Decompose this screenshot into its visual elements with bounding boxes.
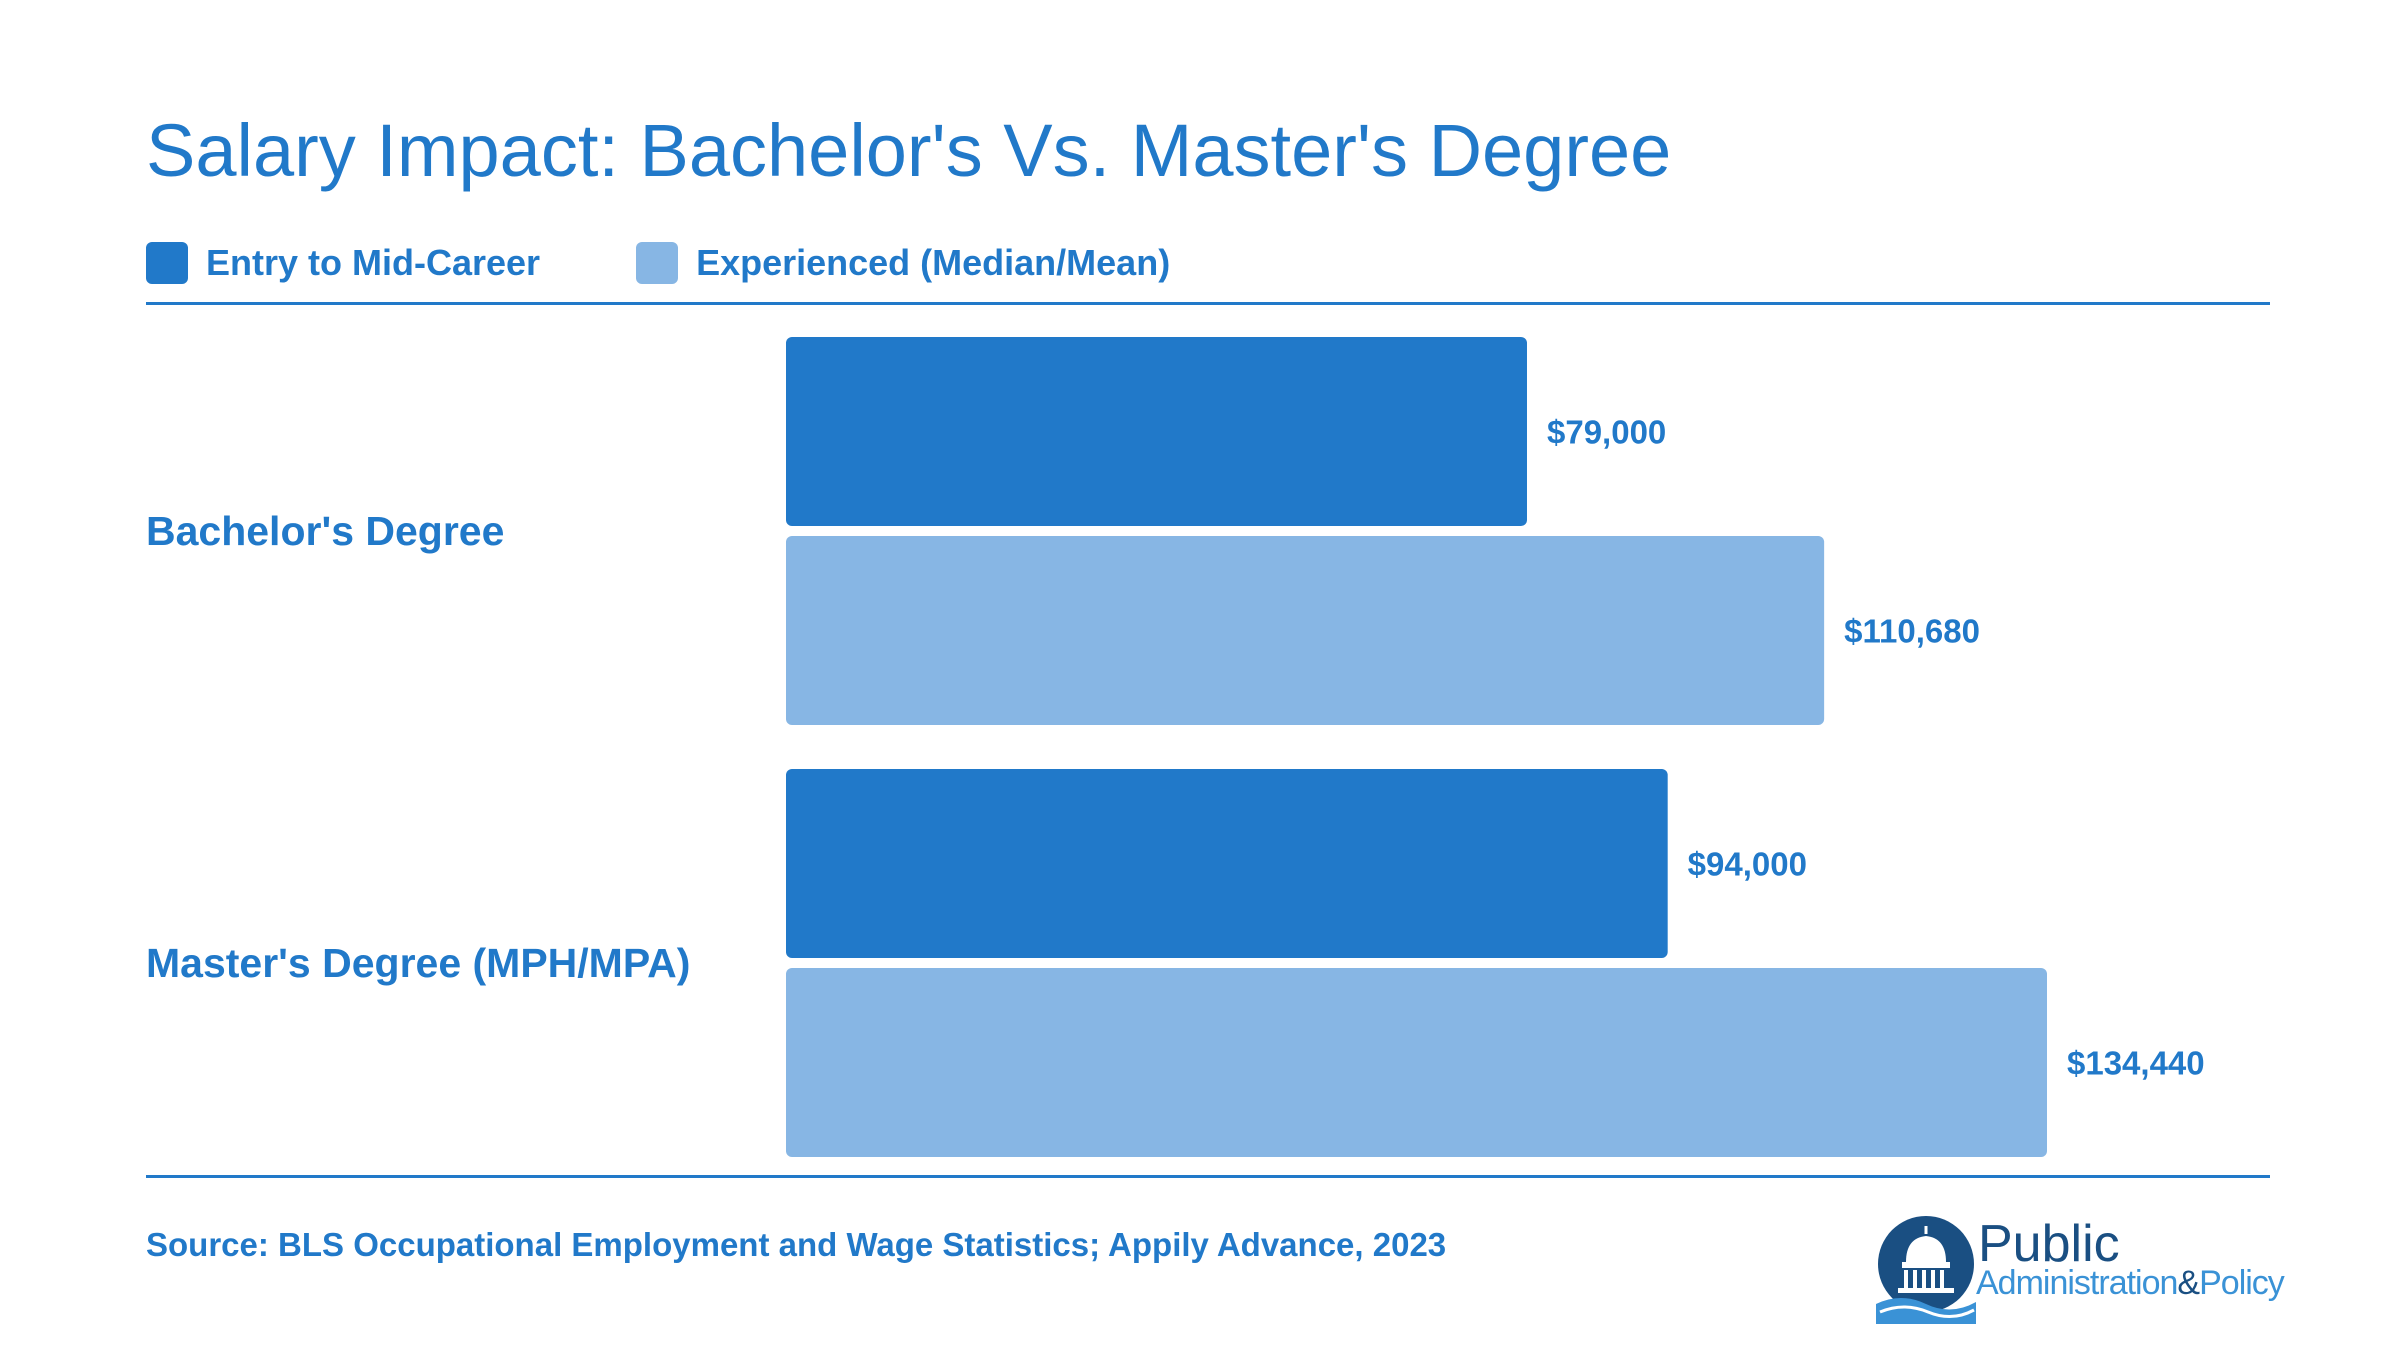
legend-label-experienced: Experienced (Median/Mean) <box>696 242 1171 283</box>
legend-item-experienced: Experienced (Median/Mean) <box>636 242 1170 284</box>
data-label-0-1: $110,680 <box>1844 613 1980 650</box>
bar-1-1 <box>786 968 2047 1157</box>
logo-word-admin-policy: Administration&Policy <box>1976 1264 2285 1303</box>
bar-1-0 <box>786 769 1668 958</box>
legend-item-entry: Entry to Mid-Career <box>146 242 540 284</box>
source-note: Source: BLS Occupational Employment and … <box>146 1226 1447 1263</box>
logo-word-policy: Policy <box>2199 1264 2285 1302</box>
chart-title: Salary Impact: Bachelor's Vs. Master's D… <box>146 109 1672 192</box>
legend-swatch-experienced <box>636 242 679 284</box>
bar-0-1 <box>786 536 1825 725</box>
logo-word-administration: Administration <box>1976 1264 2178 1302</box>
logo-word-public: Public <box>1978 1215 2120 1273</box>
bottom-divider <box>146 1175 2270 1178</box>
legend-swatch-entry <box>146 242 188 284</box>
category-label-0: Bachelor's Degree <box>146 508 504 554</box>
capitol-dome-icon <box>1876 1216 1976 1324</box>
bar-0-0 <box>786 337 1527 526</box>
data-label-1-0: $94,000 <box>1688 846 1807 883</box>
data-label-0-0: $79,000 <box>1547 414 1666 451</box>
category-label-1: Master's Degree (MPH/MPA) <box>146 940 690 986</box>
brand-logo: Public Administration&Policy <box>1876 1214 2296 1324</box>
logo-ampersand: & <box>2177 1264 2200 1302</box>
data-label-1-1: $134,440 <box>2067 1045 2205 1082</box>
legend-label-entry: Entry to Mid-Career <box>206 242 541 283</box>
legend: Entry to Mid-Career Experienced (Median/… <box>146 240 1266 286</box>
top-divider <box>146 302 2270 305</box>
